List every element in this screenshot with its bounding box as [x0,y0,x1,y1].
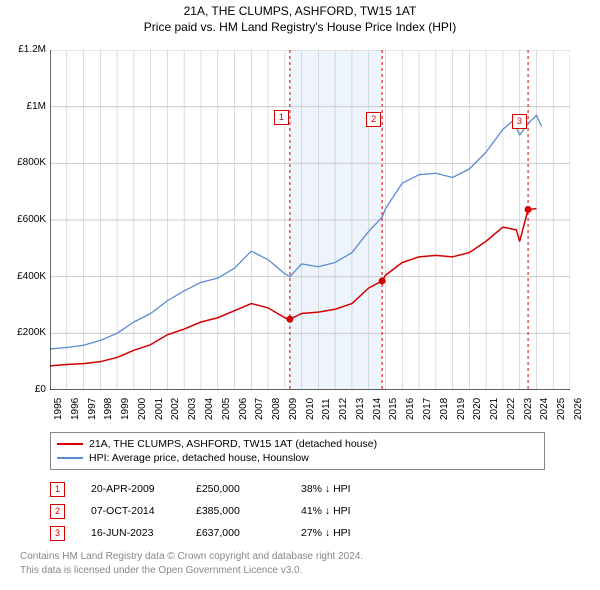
x-axis-label: 1997 [87,398,98,420]
x-axis-label: 2004 [204,398,215,420]
transaction-marker-icon: 1 [50,482,65,497]
chart-subtitle: Price paid vs. HM Land Registry's House … [0,20,600,34]
y-axis-label: £1.2M [2,44,46,55]
chart-title: 21A, THE CLUMPS, ASHFORD, TW15 1AT [0,4,600,18]
y-axis-label: £0 [2,384,46,395]
chart-container: 21A, THE CLUMPS, ASHFORD, TW15 1AT Price… [0,0,600,590]
chart-marker-icon: 2 [366,112,381,127]
x-axis-label: 2013 [355,398,366,420]
x-axis-label: 2017 [422,398,433,420]
x-axis-label: 2024 [539,398,550,420]
table-row: 1 20-APR-2009 £250,000 38% ↓ HPI [50,478,421,500]
legend-swatch-icon [57,457,83,459]
x-axis-label: 2014 [372,398,383,420]
transaction-date: 07-OCT-2014 [91,505,176,517]
x-axis-label: 2006 [238,398,249,420]
transaction-price: £250,000 [196,483,281,495]
transaction-date: 20-APR-2009 [91,483,176,495]
x-axis-label: 2022 [506,398,517,420]
x-axis-label: 2010 [305,398,316,420]
transactions-table: 1 20-APR-2009 £250,000 38% ↓ HPI 2 07-OC… [50,478,421,544]
transaction-diff: 38% ↓ HPI [301,483,421,495]
footer-line: Contains HM Land Registry data © Crown c… [20,550,363,564]
transaction-marker-icon: 3 [50,526,65,541]
x-axis-label: 2023 [523,398,534,420]
x-axis-label: 2018 [439,398,450,420]
legend-label: HPI: Average price, detached house, Houn… [89,452,309,464]
x-axis-label: 2002 [170,398,181,420]
transaction-marker-icon: 2 [50,504,65,519]
x-axis-label: 2011 [321,398,332,420]
transaction-diff: 41% ↓ HPI [301,505,421,517]
x-axis-label: 2008 [271,398,282,420]
table-row: 2 07-OCT-2014 £385,000 41% ↓ HPI [50,500,421,522]
transaction-diff: 27% ↓ HPI [301,527,421,539]
x-axis-label: 2015 [388,398,399,420]
plot-area: 1 2 3 [50,50,570,390]
x-axis-label: 2000 [137,398,148,420]
legend-swatch-icon [57,443,83,445]
title-block: 21A, THE CLUMPS, ASHFORD, TW15 1AT Price… [0,0,600,34]
x-axis-label: 2020 [472,398,483,420]
x-axis-label: 2007 [254,398,265,420]
x-axis-label: 2012 [338,398,349,420]
x-axis-label: 2016 [405,398,416,420]
x-axis-label: 2025 [556,398,567,420]
x-axis-label: 2001 [154,398,165,420]
y-axis-label: £600K [2,214,46,225]
legend-item: HPI: Average price, detached house, Houn… [57,451,538,465]
chart-marker-icon: 1 [274,110,289,125]
x-axis-label: 1996 [70,398,81,420]
x-axis-label: 2026 [573,398,584,420]
y-axis-label: £800K [2,157,46,168]
x-axis-label: 1998 [103,398,114,420]
footer-attribution: Contains HM Land Registry data © Crown c… [20,550,363,577]
y-axis-label: £400K [2,271,46,282]
legend-label: 21A, THE CLUMPS, ASHFORD, TW15 1AT (deta… [89,438,377,450]
y-axis-label: £1M [2,101,46,112]
footer-line: This data is licensed under the Open Gov… [20,564,363,578]
table-row: 3 16-JUN-2023 £637,000 27% ↓ HPI [50,522,421,544]
x-axis-label: 2003 [187,398,198,420]
chart-marker-icon: 3 [512,114,527,129]
x-axis-label: 2019 [456,398,467,420]
x-axis-label: 1995 [53,398,64,420]
x-axis-label: 2021 [489,398,500,420]
x-axis-label: 1999 [120,398,131,420]
transaction-price: £637,000 [196,527,281,539]
transaction-price: £385,000 [196,505,281,517]
x-axis-label: 2005 [221,398,232,420]
y-axis-label: £200K [2,327,46,338]
legend-item: 21A, THE CLUMPS, ASHFORD, TW15 1AT (deta… [57,437,538,451]
x-axis-label: 2009 [288,398,299,420]
chart-svg [50,50,570,390]
legend: 21A, THE CLUMPS, ASHFORD, TW15 1AT (deta… [50,432,545,470]
transaction-date: 16-JUN-2023 [91,527,176,539]
